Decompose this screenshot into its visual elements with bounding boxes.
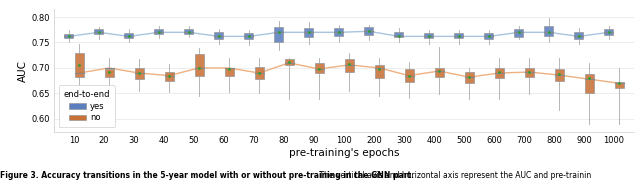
Bar (364, 27, 373, 35)
Bar (154, 29, 163, 34)
Legend: yes, no: yes, no (59, 85, 115, 127)
Bar (244, 33, 253, 39)
Bar (545, 26, 554, 36)
Y-axis label: AUC: AUC (19, 59, 28, 82)
Bar (214, 32, 223, 39)
Bar (495, 68, 504, 78)
X-axis label: pre-training's epochs: pre-training's epochs (289, 148, 399, 158)
Bar (275, 27, 284, 42)
Bar (225, 68, 234, 76)
Bar (74, 53, 83, 77)
Bar (134, 68, 143, 79)
Bar (614, 82, 624, 88)
Bar (315, 63, 324, 73)
Bar (124, 33, 133, 38)
Bar (64, 34, 74, 38)
Bar (374, 65, 383, 78)
Bar (605, 29, 614, 35)
Bar (164, 72, 173, 81)
Bar (575, 32, 584, 39)
Bar (394, 32, 403, 37)
Bar (285, 59, 294, 65)
Bar (195, 54, 204, 76)
Bar (404, 69, 413, 82)
Bar (255, 67, 264, 79)
Bar (334, 28, 344, 36)
Bar (484, 33, 493, 39)
Bar (104, 69, 113, 77)
Text: The vertical axis and horizontal axis represent the AUC and pre-trainin: The vertical axis and horizontal axis re… (317, 171, 591, 180)
Bar (94, 29, 103, 34)
Text: Figure 3. Accuracy transitions in the 5-year model with or without pre-training : Figure 3. Accuracy transitions in the 5-… (0, 171, 414, 180)
Bar (435, 68, 444, 77)
Bar (424, 33, 433, 38)
Bar (344, 59, 354, 72)
Bar (454, 33, 463, 38)
Bar (585, 74, 594, 93)
Bar (465, 72, 474, 83)
Bar (525, 68, 534, 77)
Bar (515, 29, 524, 37)
Bar (184, 29, 193, 34)
Bar (555, 69, 564, 81)
Bar (305, 28, 314, 37)
